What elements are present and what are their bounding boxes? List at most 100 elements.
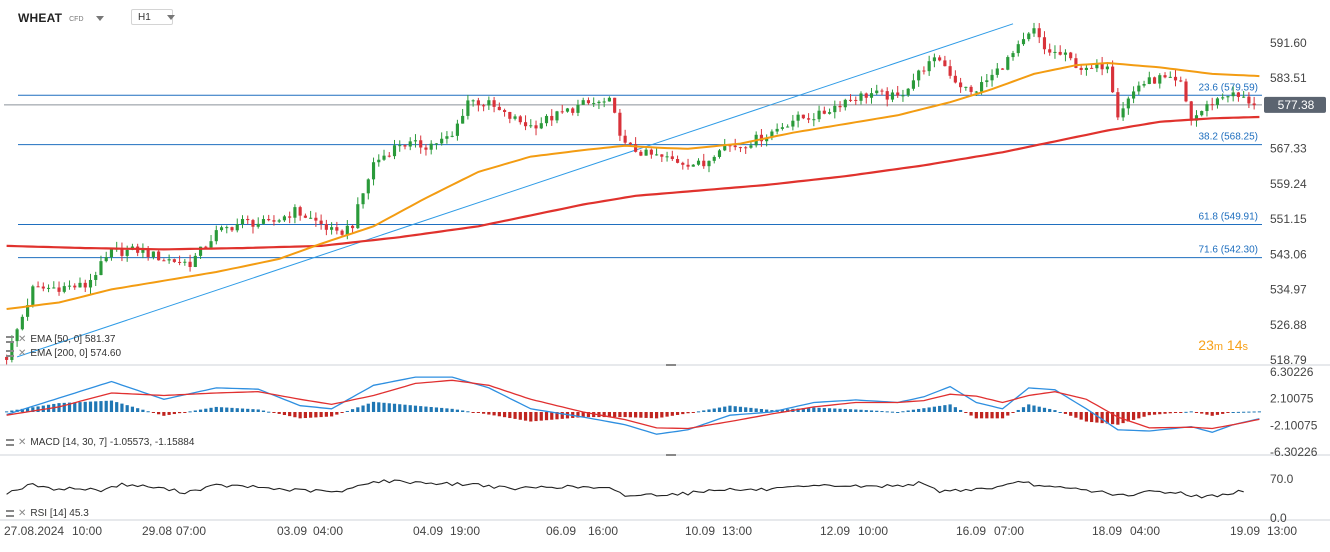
candle-body [728, 145, 732, 147]
price-axis-label: 583.51 [1270, 71, 1307, 85]
time-axis-label: 19.09 [1230, 524, 1260, 538]
macd-histogram-bar [1126, 412, 1130, 422]
settings-icon[interactable] [6, 350, 14, 357]
macd-histogram-bar [298, 412, 302, 419]
close-icon[interactable]: ✕ [18, 437, 27, 448]
macd-histogram-bar [1242, 411, 1246, 413]
macd-histogram-bar [618, 412, 622, 418]
macd-histogram-bar [613, 412, 617, 418]
candle-body [288, 216, 292, 218]
symbol-selector[interactable]: WHEAT CFD [18, 8, 104, 28]
candle-body [20, 316, 24, 330]
macd-histogram-bar [911, 409, 916, 412]
macd-histogram-bar [523, 412, 528, 421]
candle-body [429, 143, 433, 150]
candle-body [1021, 39, 1026, 45]
candle-body [492, 100, 496, 107]
macd-histogram-bar [817, 407, 821, 412]
candle-body [450, 135, 454, 137]
time-axis-label: 16:00 [588, 524, 618, 538]
macd-histogram-bar [780, 409, 784, 412]
macd-histogram-bar [1252, 411, 1256, 413]
candle-body [1179, 80, 1183, 82]
candle-body [1090, 67, 1094, 69]
chevron-down-icon[interactable] [95, 15, 104, 21]
macd-axis-label: -6.30226 [1270, 445, 1318, 459]
candle-body [94, 275, 98, 280]
candle-body [146, 249, 150, 258]
macd-histogram-bar [880, 411, 884, 413]
macd-histogram-bar [240, 408, 245, 412]
candle-body [959, 82, 963, 88]
macd-histogram-bar [539, 412, 543, 421]
macd-histogram-bar [938, 405, 942, 412]
macd-histogram-bar [906, 410, 910, 412]
candle-body [974, 91, 978, 93]
macd-histogram-bar [859, 409, 863, 412]
candle-body [854, 99, 858, 101]
candle-body [712, 156, 716, 161]
macd-histogram-bar [429, 407, 433, 412]
close-icon[interactable]: ✕ [18, 508, 27, 519]
close-icon[interactable]: ✕ [18, 348, 27, 359]
time-axis-label: 07:00 [994, 524, 1024, 538]
candle-body [298, 207, 302, 216]
settings-icon[interactable] [6, 336, 14, 343]
candle-body [434, 143, 439, 145]
rsi-legend[interactable]: ✕ RSI [14] 45.3 [6, 508, 89, 519]
candle-body [1221, 97, 1225, 99]
candle-body [995, 68, 999, 75]
time-axis-label: 03.09 [277, 524, 307, 538]
ema50-legend[interactable]: ✕ EMA [50, 0] 581.37 [6, 334, 115, 345]
macd-histogram-bar [73, 402, 77, 412]
candle-body [639, 151, 643, 156]
candle-body [827, 112, 832, 114]
time-axis-label: 10:00 [72, 524, 102, 538]
macd-histogram-bar [188, 411, 192, 413]
candle-body [833, 105, 837, 113]
macd-histogram-bar [277, 412, 281, 414]
macd-histogram-bar [1069, 412, 1073, 416]
macd-histogram-bar [5, 411, 9, 413]
candle-body [1247, 96, 1251, 104]
candle-body [581, 100, 585, 105]
candle-body [209, 241, 213, 248]
macd-histogram-bar [696, 411, 701, 413]
candle-body [214, 230, 218, 242]
macd-histogram-bar [670, 412, 674, 416]
timeframe-selector[interactable]: H1 [131, 9, 175, 25]
macd-histogram-bar [1131, 412, 1136, 420]
candle-body [686, 164, 690, 167]
panel-resize-handle[interactable] [666, 364, 676, 366]
settings-icon[interactable] [6, 510, 14, 517]
trend-line [16, 23, 1014, 358]
fib-level-label: 23.6 (579.59) [1199, 82, 1259, 93]
candle-body [204, 246, 208, 248]
candle-body [88, 279, 93, 288]
candle-body [424, 147, 428, 150]
close-icon[interactable]: ✕ [18, 334, 27, 345]
candle-body [41, 286, 45, 289]
macd-histogram-bar [1194, 412, 1199, 413]
macd-histogram-bar [1111, 412, 1115, 425]
macd-histogram-bar [1152, 412, 1157, 415]
ema200-legend[interactable]: ✕ EMA [200, 0] 574.60 [6, 348, 121, 359]
macd-histogram-bar [120, 403, 124, 412]
macd-histogram-bar [1006, 412, 1010, 416]
settings-icon[interactable] [6, 439, 14, 446]
panel-resize-handle[interactable] [666, 454, 676, 456]
candle-body [503, 110, 507, 112]
macd-label: MACD [14, 30, 7] -1.05573, -1.15884 [30, 437, 195, 448]
chevron-down-icon[interactable] [166, 14, 175, 20]
candle-body [31, 286, 35, 306]
macd-legend[interactable]: ✕ MACD [14, 30, 7] -1.05573, -1.15884 [6, 437, 194, 448]
macd-histogram-bar [639, 412, 643, 418]
macd-histogram-bar [83, 401, 87, 412]
macd-histogram-bar [167, 412, 171, 415]
candle-body [67, 285, 72, 287]
candle-body [52, 287, 56, 289]
macd-histogram-bar [366, 403, 370, 412]
candle-body [46, 287, 51, 289]
